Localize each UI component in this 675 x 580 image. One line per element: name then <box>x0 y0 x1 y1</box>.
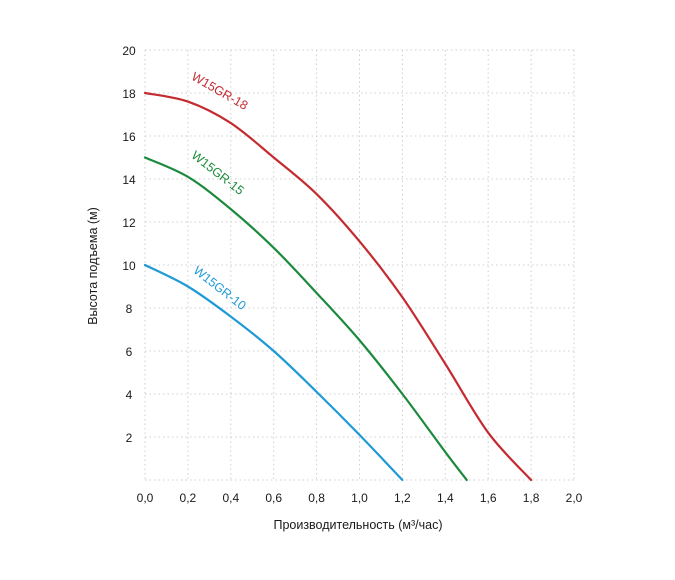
x-axis-title: Производительность (м³/час) <box>273 518 442 532</box>
x-tick-label: 1,4 <box>437 491 454 505</box>
curve-w15gr-18 <box>143 91 533 482</box>
x-tick-label: 0,2 <box>180 491 197 505</box>
y-tick-label: 12 <box>122 216 136 230</box>
y-tick-label: 16 <box>122 130 136 144</box>
y-axis-title: Высота подъема (м) <box>86 207 100 325</box>
pump-curves <box>143 91 533 482</box>
x-tick-label: 2,0 <box>566 491 583 505</box>
x-tick-label: 1,2 <box>394 491 411 505</box>
x-tick-label: 1,6 <box>480 491 497 505</box>
x-tick-label: 1,8 <box>523 491 540 505</box>
y-tick-label: 4 <box>126 388 133 402</box>
x-tick-label: 1,0 <box>351 491 368 505</box>
curve-label: W15GR-10 <box>191 263 249 313</box>
x-tick-label: 0,8 <box>308 491 325 505</box>
x-axis-tick-labels: 0,0 0,2 0,4 0,6 0,8 1,0 1,2 1,4 1,6 1,8 2,0 <box>137 491 583 505</box>
x-tick-label: 0,4 <box>222 491 239 505</box>
x-tick-label: 0,6 <box>265 491 282 505</box>
y-tick-label: 10 <box>122 259 136 273</box>
y-tick-label: 6 <box>126 345 133 359</box>
y-axis-tick-labels: 2 4 6 8 10 12 14 16 18 20 <box>122 44 136 445</box>
y-tick-label: 18 <box>122 87 136 101</box>
curve-w15gr-15 <box>143 156 468 482</box>
curve-label: W15GR-15 <box>189 148 247 198</box>
y-tick-label: 8 <box>126 302 133 316</box>
curve-w15gr-10 <box>143 263 404 482</box>
y-tick-label: 20 <box>122 44 136 58</box>
y-tick-label: 14 <box>122 173 136 187</box>
y-tick-label: 2 <box>126 431 133 445</box>
x-tick-label: 0,0 <box>137 491 154 505</box>
